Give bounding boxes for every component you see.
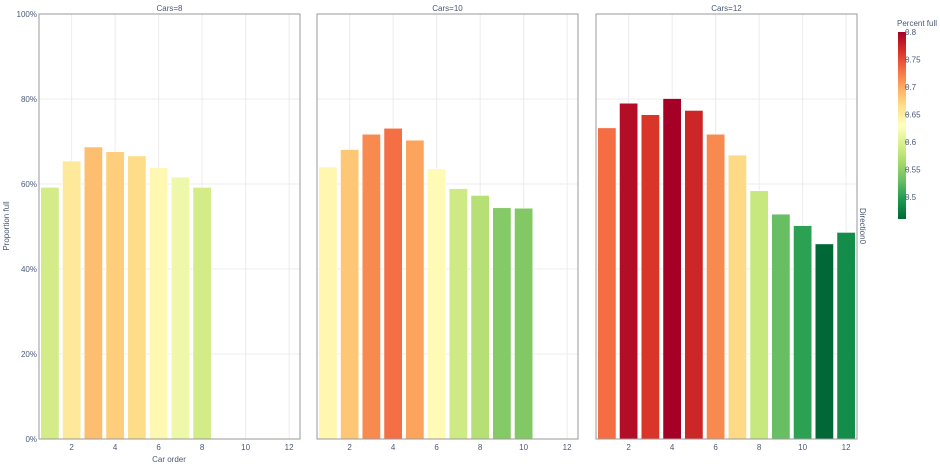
x-tick-label: 10 — [798, 443, 807, 452]
y-tick-label: 100% — [17, 10, 37, 19]
panel-title: Cars=10 — [432, 4, 463, 13]
bar — [192, 187, 212, 440]
bar — [640, 114, 660, 440]
colorbar-title: Percent full — [897, 19, 937, 28]
bar — [170, 176, 190, 440]
bar — [40, 187, 60, 440]
bar — [836, 232, 856, 440]
bar — [771, 213, 791, 440]
x-tick-label: 2 — [626, 443, 631, 452]
colorbar-tick-label: 0.55 — [905, 166, 921, 175]
bar — [62, 160, 82, 440]
bar — [749, 190, 769, 440]
bar — [149, 167, 169, 440]
panel-title: Cars=8 — [156, 4, 183, 13]
x-tick-label: 4 — [670, 443, 675, 452]
colorbar-tick-label: 0.8 — [905, 28, 917, 37]
x-tick-label: 10 — [519, 443, 528, 452]
panel-3: Cars=12 2 4 6 8 10 12 — [595, 4, 858, 452]
bar — [318, 166, 338, 440]
colorbar-gradient — [898, 32, 906, 219]
colorbar-tick-label: 0.75 — [905, 56, 921, 65]
bar — [105, 151, 125, 440]
bar — [470, 195, 490, 440]
colorbar-tick-label: 0.5 — [905, 193, 917, 202]
bar — [619, 103, 639, 440]
x-axis-title: Car order — [152, 455, 186, 464]
bar — [793, 225, 813, 440]
x-tick-label: 12 — [563, 443, 572, 452]
bar — [706, 134, 726, 440]
x-tick-label: 4 — [391, 443, 396, 452]
panel-border — [38, 13, 301, 440]
bar — [127, 155, 147, 440]
bar — [427, 168, 447, 440]
colorbar-tick-label: 0.65 — [905, 111, 921, 120]
panel-border — [595, 13, 858, 440]
bar — [662, 98, 682, 440]
panel-1: Cars=8 2 4 6 8 10 12 0% 20% 40% 60% 80% 100% — [17, 4, 301, 452]
x-tick-label: 12 — [285, 443, 294, 452]
x-tick-label: 6 — [434, 443, 439, 452]
bar — [361, 134, 381, 440]
y-tick-label: 60% — [21, 180, 37, 189]
x-tick-label: 2 — [347, 443, 352, 452]
y-tick-label: 80% — [21, 95, 37, 104]
bar — [514, 207, 534, 440]
y-tick-label: 20% — [21, 350, 37, 359]
facet-panels: Cars=8 2 4 6 8 10 12 0% 20% 40% 60% 80% 100% Cars=10 2… — [17, 4, 858, 452]
panel-background — [317, 14, 578, 439]
panel-title: Cars=12 — [711, 4, 742, 13]
facet-strip-label: Direction0 — [858, 208, 867, 245]
colorbar-tick-label: 0.6 — [905, 138, 917, 147]
bar — [448, 188, 468, 440]
colorbar: Percent full 0.5 0.55 0.6 0.65 0.7 0.75 0.8 — [897, 19, 937, 219]
x-tick-label: 6 — [156, 443, 161, 452]
bar — [340, 149, 360, 440]
bar — [684, 110, 704, 440]
colorbar-tick-label: 0.7 — [905, 83, 917, 92]
y-tick-label: 40% — [21, 265, 37, 274]
panel-2: Cars=10 2 4 6 8 10 12 — [316, 4, 579, 452]
x-tick-label: 10 — [241, 443, 250, 452]
bar — [405, 139, 425, 440]
x-tick-label: 6 — [713, 443, 718, 452]
panel-background — [596, 14, 857, 439]
bar — [83, 146, 103, 440]
x-tick-label: 8 — [757, 443, 762, 452]
bar — [727, 154, 747, 440]
bar — [814, 243, 834, 440]
x-tick-label: 12 — [842, 443, 851, 452]
panel-background — [39, 14, 300, 439]
bar — [492, 207, 512, 440]
bar — [597, 127, 617, 440]
panel-border — [316, 13, 579, 440]
x-tick-label: 8 — [478, 443, 483, 452]
y-axis-title: Proportion full — [2, 201, 11, 251]
x-tick-label: 2 — [69, 443, 74, 452]
bar — [383, 128, 403, 440]
x-tick-label: 4 — [113, 443, 118, 452]
colorbar-ticks: 0.5 0.55 0.6 0.65 0.7 0.75 0.8 — [905, 28, 921, 202]
x-tick-label: 8 — [200, 443, 205, 452]
y-tick-label: 0% — [25, 435, 37, 444]
